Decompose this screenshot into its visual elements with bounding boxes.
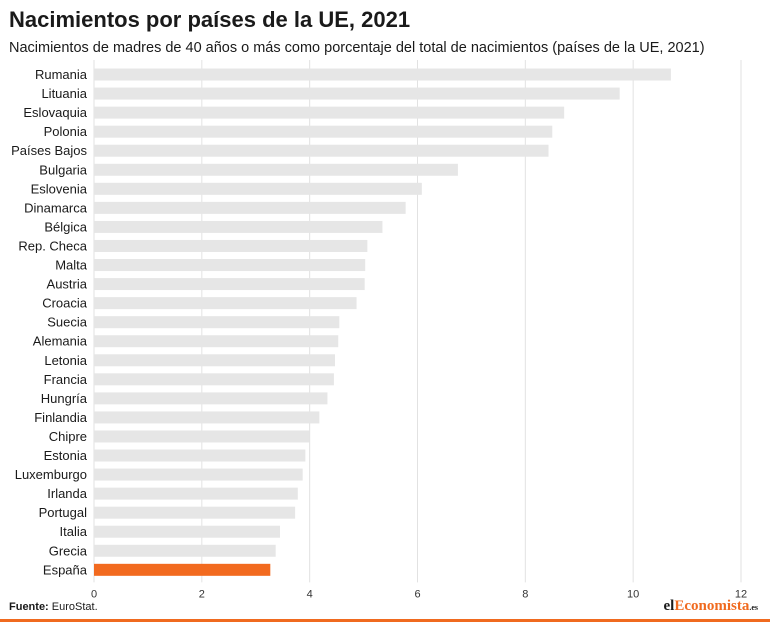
x-tick-label: 6 bbox=[414, 588, 420, 600]
category-label: Bulgaria bbox=[39, 162, 87, 177]
category-label: Irlanda bbox=[47, 486, 88, 501]
category-label: Austria bbox=[47, 277, 88, 292]
category-label: Eslovaquia bbox=[23, 105, 87, 120]
category-label: Polonia bbox=[44, 124, 88, 139]
bar-grecia bbox=[94, 544, 276, 557]
bar-rumania bbox=[94, 68, 671, 81]
category-label: Suecia bbox=[47, 315, 88, 330]
category-label: Francia bbox=[44, 372, 88, 387]
category-label: Hungría bbox=[41, 391, 88, 406]
category-label: Letonia bbox=[44, 353, 87, 368]
logo-part-el: el bbox=[663, 598, 675, 614]
bar-francia bbox=[94, 373, 334, 386]
bar-estonia bbox=[94, 449, 306, 462]
bar-eslovaquia bbox=[94, 106, 565, 119]
category-labels: Rumania Lituania Eslovaquia Polonia Países B… bbox=[11, 67, 88, 577]
category-label: Dinamarca bbox=[24, 200, 88, 215]
category-label: Finlandia bbox=[34, 410, 88, 425]
source-note: Fuente: EuroStat. bbox=[9, 601, 98, 613]
chart-subtitle: Nacimientos de madres de 40 años o más c… bbox=[9, 40, 705, 56]
category-label: Italia bbox=[60, 524, 88, 539]
x-tick-label: 8 bbox=[522, 588, 528, 600]
bar-chart: Rumania Lituania Eslovaquia Polonia Países B… bbox=[11, 60, 747, 600]
category-label: Rumania bbox=[35, 67, 88, 82]
category-label: Grecia bbox=[49, 543, 88, 558]
logo-part-tld: .es bbox=[749, 603, 758, 612]
bar-eslovenia bbox=[94, 182, 422, 195]
bar-chipre bbox=[94, 430, 310, 443]
category-label: Rep. Checa bbox=[18, 238, 87, 253]
bar-rep-checa bbox=[94, 239, 368, 252]
category-label: Croacia bbox=[42, 296, 88, 311]
category-label: Luxemburgo bbox=[15, 467, 87, 482]
bar-lituania bbox=[94, 87, 620, 100]
x-tick-label: 4 bbox=[307, 588, 313, 600]
bar-países-bajos bbox=[94, 144, 549, 157]
bar-dinamarca bbox=[94, 201, 406, 214]
category-label: Bélgica bbox=[44, 219, 87, 234]
bar-malta bbox=[94, 259, 366, 272]
bar-letonia bbox=[94, 354, 336, 367]
bar-croacia bbox=[94, 297, 357, 310]
category-label: Alemania bbox=[33, 334, 88, 349]
bar-finlandia bbox=[94, 411, 320, 424]
category-label: Malta bbox=[55, 258, 88, 273]
bottom-rule bbox=[0, 619, 770, 622]
bar-alemania bbox=[94, 335, 339, 348]
bar-austria bbox=[94, 278, 365, 291]
x-tick-labels: 0 2 4 6 8 10 12 bbox=[91, 588, 747, 600]
bar-bulgaria bbox=[94, 163, 458, 176]
bar-irlanda bbox=[94, 487, 298, 500]
category-label: Lituania bbox=[41, 86, 87, 101]
eleconomista-logo: elEconomista.es bbox=[664, 598, 759, 615]
bars bbox=[94, 68, 671, 576]
chart-title: Nacimientos por países de la UE, 2021 bbox=[9, 7, 411, 32]
bar-suecia bbox=[94, 316, 340, 329]
x-tick-label: 0 bbox=[91, 588, 97, 600]
x-tick-label: 10 bbox=[627, 588, 639, 600]
x-tick-label: 2 bbox=[199, 588, 205, 600]
bar-polonia bbox=[94, 125, 553, 138]
category-label: Chipre bbox=[49, 429, 87, 444]
bar-luxemburgo bbox=[94, 468, 303, 481]
category-label: Países Bajos bbox=[11, 143, 87, 158]
bar-bélgica bbox=[94, 220, 383, 233]
x-tick-label: 12 bbox=[735, 588, 747, 600]
source-label: Fuente: bbox=[9, 601, 49, 613]
category-label: Eslovenia bbox=[31, 181, 88, 196]
category-label: Estonia bbox=[44, 448, 88, 463]
source-text: EuroStat. bbox=[48, 601, 98, 613]
bar-españa bbox=[94, 563, 271, 576]
bar-italia bbox=[94, 525, 281, 538]
bar-hungría bbox=[94, 392, 328, 405]
category-label: Portugal bbox=[39, 505, 88, 520]
category-label: España bbox=[43, 562, 88, 577]
logo-part-economista: Economista bbox=[674, 598, 750, 614]
bar-portugal bbox=[94, 506, 296, 519]
